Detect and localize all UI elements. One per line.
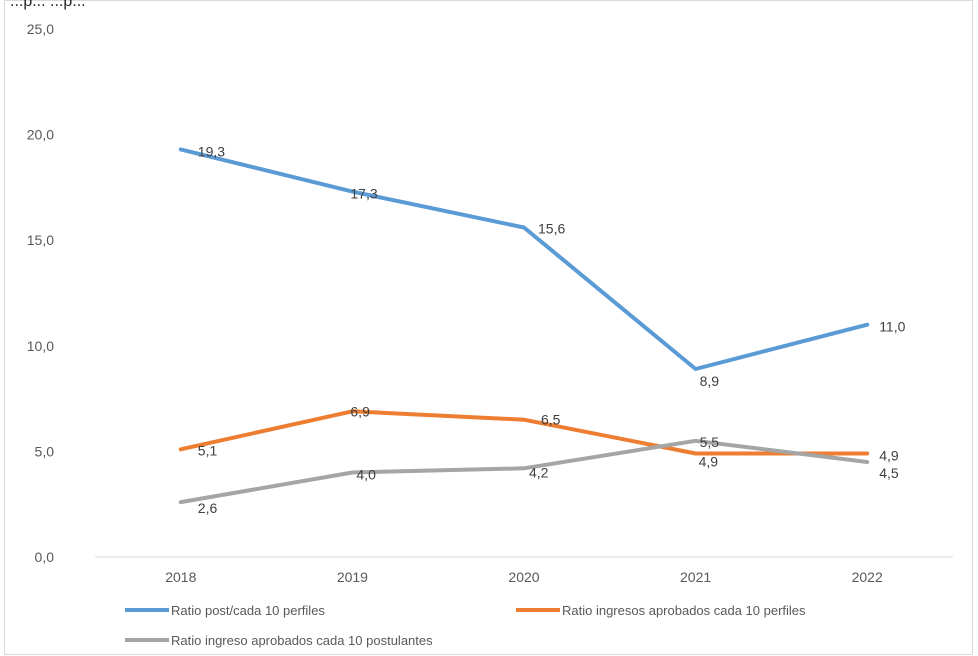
- x-tick-label: 2020: [508, 569, 539, 585]
- y-tick-label: 15,0: [27, 232, 54, 248]
- data-label: 2,6: [198, 500, 218, 516]
- y-tick-label: 5,0: [35, 443, 55, 459]
- data-label: 4,2: [529, 464, 549, 480]
- y-tick-label: 20,0: [27, 127, 54, 143]
- legend-label: Ratio post/cada 10 perfiles: [171, 603, 325, 618]
- data-label: 8,9: [700, 373, 720, 389]
- legend-label: Ratio ingreso aprobados cada 10 postulan…: [171, 633, 433, 648]
- y-tick-label: 0,0: [35, 549, 55, 565]
- series-line: [178, 147, 870, 371]
- legend-label: Ratio ingresos aprobados cada 10 perfile…: [562, 603, 806, 618]
- data-label: 6,9: [350, 403, 370, 419]
- data-label: 15,6: [538, 221, 565, 237]
- data-label: 11,0: [879, 319, 905, 335]
- data-label: 4,0: [356, 467, 376, 483]
- data-label: 17,3: [350, 186, 377, 202]
- data-label: 19,3: [198, 143, 225, 159]
- x-tick-label: 2019: [337, 569, 368, 585]
- data-label: 5,1: [198, 442, 218, 458]
- data-label: 4,9: [699, 454, 719, 470]
- series-line: [178, 409, 870, 456]
- data-label-layer: 19,3 17,3 15,6 8,9 11,0 5,1 6,9 6,5 4,9 4,9 2,6 4,0…: [198, 143, 906, 516]
- data-label: 6,5: [541, 412, 561, 428]
- x-tick-label: 2021: [680, 569, 711, 585]
- chart-border: [4, 0, 973, 655]
- data-label: 4,9: [879, 448, 899, 464]
- axis-layer: 0,0 5,0 10,0 15,0 20,0 25,0 2018 2019 2020 2021 20…: [27, 21, 953, 585]
- y-tick-label: 25,0: [27, 21, 54, 37]
- data-label: 5,5: [700, 434, 720, 450]
- header-text: ...p... ...p...: [10, 0, 86, 10]
- series-line: [178, 438, 870, 505]
- x-tick-label: 2018: [165, 569, 196, 585]
- x-tick-label: 2022: [852, 569, 883, 585]
- data-label: 4,5: [879, 465, 899, 481]
- series-layer: [178, 147, 870, 505]
- legend: Ratio post/cada 10 perfiles Ratio ingreso…: [125, 603, 806, 648]
- y-tick-label: 10,0: [27, 338, 54, 354]
